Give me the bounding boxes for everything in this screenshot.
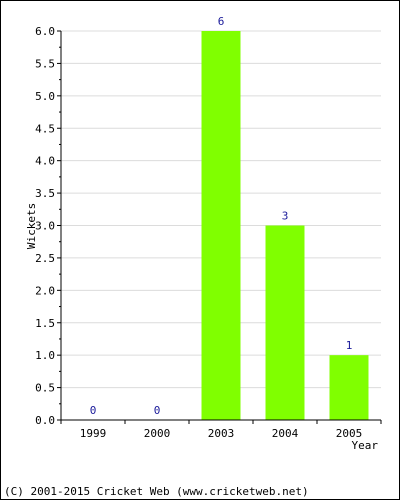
bar-2004 [265, 225, 305, 420]
y-tick-label: 6.0 [35, 25, 55, 38]
data-label: 0 [90, 404, 97, 417]
x-tick-label: 1999 [80, 427, 107, 440]
y-tick-label: 4.5 [35, 122, 55, 135]
y-tick-label: 1.5 [35, 317, 55, 330]
x-tick-label: 2003 [208, 427, 235, 440]
data-label: 0 [154, 404, 161, 417]
data-label: 3 [282, 210, 289, 223]
y-tick-label: 5.0 [35, 90, 55, 103]
data-label: 1 [346, 339, 353, 352]
data-labels: 0 0 6 3 1 [90, 15, 353, 417]
y-axis-label: Wickets [25, 203, 38, 249]
y-tick-label: 1.0 [35, 349, 55, 362]
y-tick-label: 4.0 [35, 155, 55, 168]
y-tick-label: 2.0 [35, 284, 55, 297]
y-tick-label: 0.0 [35, 414, 55, 427]
x-axis-label: Year [352, 439, 379, 452]
bar-2005 [329, 355, 369, 420]
bars [201, 31, 369, 420]
y-tick-label: 3.0 [35, 220, 55, 233]
y-tick-label: 5.5 [35, 57, 55, 70]
footer-copyright: (C) 2001-2015 Cricket Web (www.cricketwe… [4, 485, 309, 498]
x-tick-labels: 1999 2000 2003 2004 2005 [60, 420, 382, 440]
data-label: 6 [218, 15, 225, 28]
y-tick-label: 2.5 [35, 252, 55, 265]
y-tick-labels: 0.0 0.5 1.0 1.5 2.0 2.5 3.0 3.5 4.0 4.5 5.0 5.5 6.0 [35, 25, 61, 427]
y-tick-label: 0.5 [35, 382, 55, 395]
x-tick-label: 2005 [336, 427, 363, 440]
x-tick-label: 2000 [144, 427, 171, 440]
x-tick-label: 2004 [272, 427, 299, 440]
y-tick-label: 3.5 [35, 187, 55, 200]
bar-2003 [201, 31, 241, 420]
